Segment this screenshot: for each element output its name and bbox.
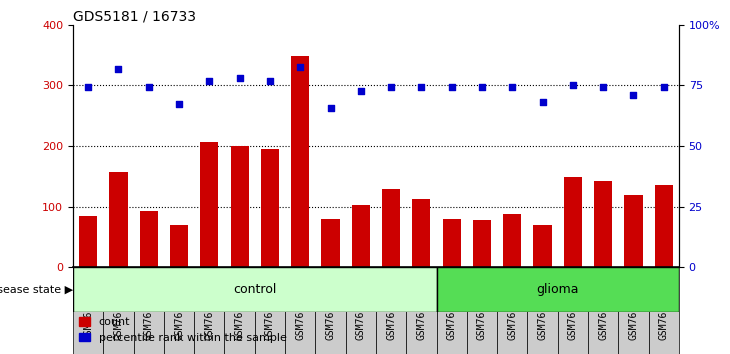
Bar [231,146,249,268]
Point [446,85,458,90]
Text: GSM769932: GSM769932 [447,287,457,340]
Bar [437,268,679,312]
Bar [503,214,521,268]
Bar [79,216,97,268]
Text: GSM769929: GSM769929 [356,287,366,340]
Bar [655,185,673,268]
Point [355,88,366,94]
Point [264,78,276,84]
Point [415,84,427,90]
Text: GSM769937: GSM769937 [598,287,608,340]
Text: disease state ▶: disease state ▶ [0,285,73,295]
Point [112,66,124,72]
Bar [73,268,437,312]
Text: GSM769921: GSM769921 [113,287,123,340]
Text: GSM769933: GSM769933 [477,287,487,340]
Point [294,64,306,70]
Point [658,84,669,90]
Bar [497,268,528,354]
Bar [558,268,588,354]
Point [507,84,518,90]
Point [385,84,397,90]
Text: GSM769923: GSM769923 [174,287,184,340]
Bar [649,268,679,354]
Bar [407,268,437,354]
Bar [73,268,104,354]
Bar [624,195,642,268]
Bar [261,149,279,268]
Point [82,84,94,90]
Bar [170,225,188,268]
Text: GSM769938: GSM769938 [629,287,639,340]
Bar [194,268,225,354]
Text: GSM769934: GSM769934 [507,287,518,340]
Text: GSM769922: GSM769922 [144,287,154,340]
Text: GSM769939: GSM769939 [658,287,669,340]
Text: GSM769926: GSM769926 [265,287,275,340]
Bar [618,268,649,354]
Bar [164,268,194,354]
Bar [139,211,158,268]
Bar [534,225,552,268]
Point [325,105,337,111]
Bar [352,205,370,268]
Text: GSM769924: GSM769924 [204,287,215,340]
Text: GSM769920: GSM769920 [83,287,93,340]
Point [537,99,548,105]
Point [204,78,215,84]
Point [567,82,579,88]
Bar [321,219,339,268]
Legend: count, percentile rank within the sample: count, percentile rank within the sample [79,317,286,343]
Bar [255,268,285,354]
Text: control: control [233,283,277,296]
Point [628,92,639,97]
Bar [442,219,461,268]
Point [597,85,609,90]
Bar [437,268,467,354]
Bar [200,142,218,268]
Point [234,75,245,80]
Text: GSM769930: GSM769930 [386,287,396,340]
Bar [110,172,128,268]
Bar [285,268,315,354]
Bar [594,181,612,268]
Point [143,85,155,90]
Point [173,101,185,107]
Bar [564,177,582,268]
Point [476,85,488,90]
Text: GSM769936: GSM769936 [568,287,578,340]
Bar [315,268,346,354]
Bar [134,268,164,354]
Text: GDS5181 / 16733: GDS5181 / 16733 [73,10,196,24]
Text: GSM769927: GSM769927 [295,287,305,340]
Bar [588,268,618,354]
Bar [225,268,255,354]
Bar [528,268,558,354]
Bar [376,268,407,354]
Text: GSM769935: GSM769935 [537,287,548,340]
Bar [412,199,431,268]
Text: GSM769925: GSM769925 [234,287,245,340]
Bar [346,268,376,354]
Text: GSM769928: GSM769928 [326,287,336,340]
Bar [104,268,134,354]
Bar [473,220,491,268]
Bar [291,56,310,268]
Text: glioma: glioma [537,283,579,296]
Bar [382,189,400,268]
Text: GSM769931: GSM769931 [416,287,426,340]
Bar [467,268,497,354]
